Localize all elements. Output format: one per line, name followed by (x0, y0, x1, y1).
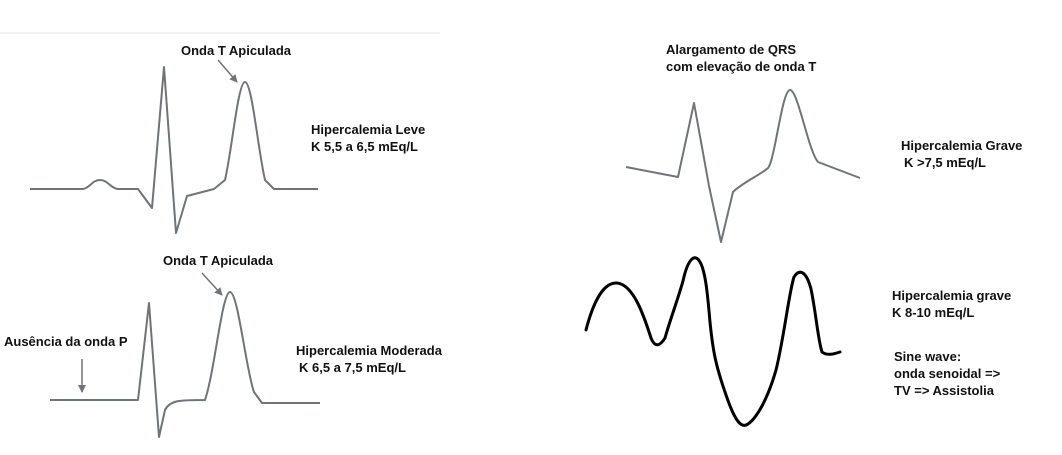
annotation-peaked-t-moderate-text: Onda T Apiculada (163, 253, 274, 268)
annotation-peaked-t-mild: Onda T Apiculada (181, 42, 291, 59)
annotation-wide-qrs: Alargamento de QRS com elevação de onda … (666, 41, 816, 75)
annotation-absent-p-wave: Ausência da onda P (4, 333, 128, 350)
arrow-peaked-t-mild (217, 59, 238, 83)
sine-wave-note-line2: onda senoidal => (894, 366, 1001, 381)
ecg-trace-severe (625, 89, 861, 243)
title-mild: Hipercalemia Leve (311, 122, 426, 137)
annotation-wide-qrs-line2: com elevação de onda T (666, 59, 817, 74)
label-very-severe-hyperkalemia: Hipercalemia grave K 8-10 mEq/L (892, 287, 1011, 321)
label-mild-hyperkalemia: Hipercalemia Leve K 5,5 a 6,5 mEq/L (311, 121, 425, 155)
sine-wave-note-line3: TV => Assistolia (894, 383, 994, 398)
annotation-wide-qrs-line1: Alargamento de QRS (666, 42, 797, 57)
title-moderate: Hipercalemia Moderada (296, 343, 442, 358)
arrow-peaked-t-moderate (201, 272, 223, 296)
range-moderate: K 6,5 a 7,5 mEq/L (299, 360, 406, 375)
label-severe-hyperkalemia: Hipercalemia Grave K >7,5 mEq/L (901, 137, 1022, 171)
sine-wave-note-line1: Sine wave: (894, 349, 962, 364)
sine-wave-trace (584, 256, 842, 427)
annotation-peaked-t-mild-text: Onda T Apiculada (181, 43, 292, 58)
title-very-severe: Hipercalemia grave (892, 288, 1012, 303)
ecg-trace-moderate (50, 291, 320, 438)
range-mild: K 5,5 a 6,5 mEq/L (311, 139, 418, 154)
annotation-peaked-t-moderate: Onda T Apiculada (163, 252, 273, 269)
ecg-trace-mild (30, 66, 318, 234)
range-severe: K >7,5 mEq/L (904, 155, 986, 170)
range-very-severe: K 8-10 mEq/L (892, 305, 975, 320)
sine-wave-note: Sine wave: onda senoidal => TV => Assist… (894, 348, 1000, 399)
annotation-absent-p-wave-text: Ausência da onda P (4, 334, 128, 349)
title-severe: Hipercalemia Grave (901, 138, 1023, 153)
label-moderate-hyperkalemia: Hipercalemia Moderada K 6,5 a 7,5 mEq/L (296, 342, 442, 376)
